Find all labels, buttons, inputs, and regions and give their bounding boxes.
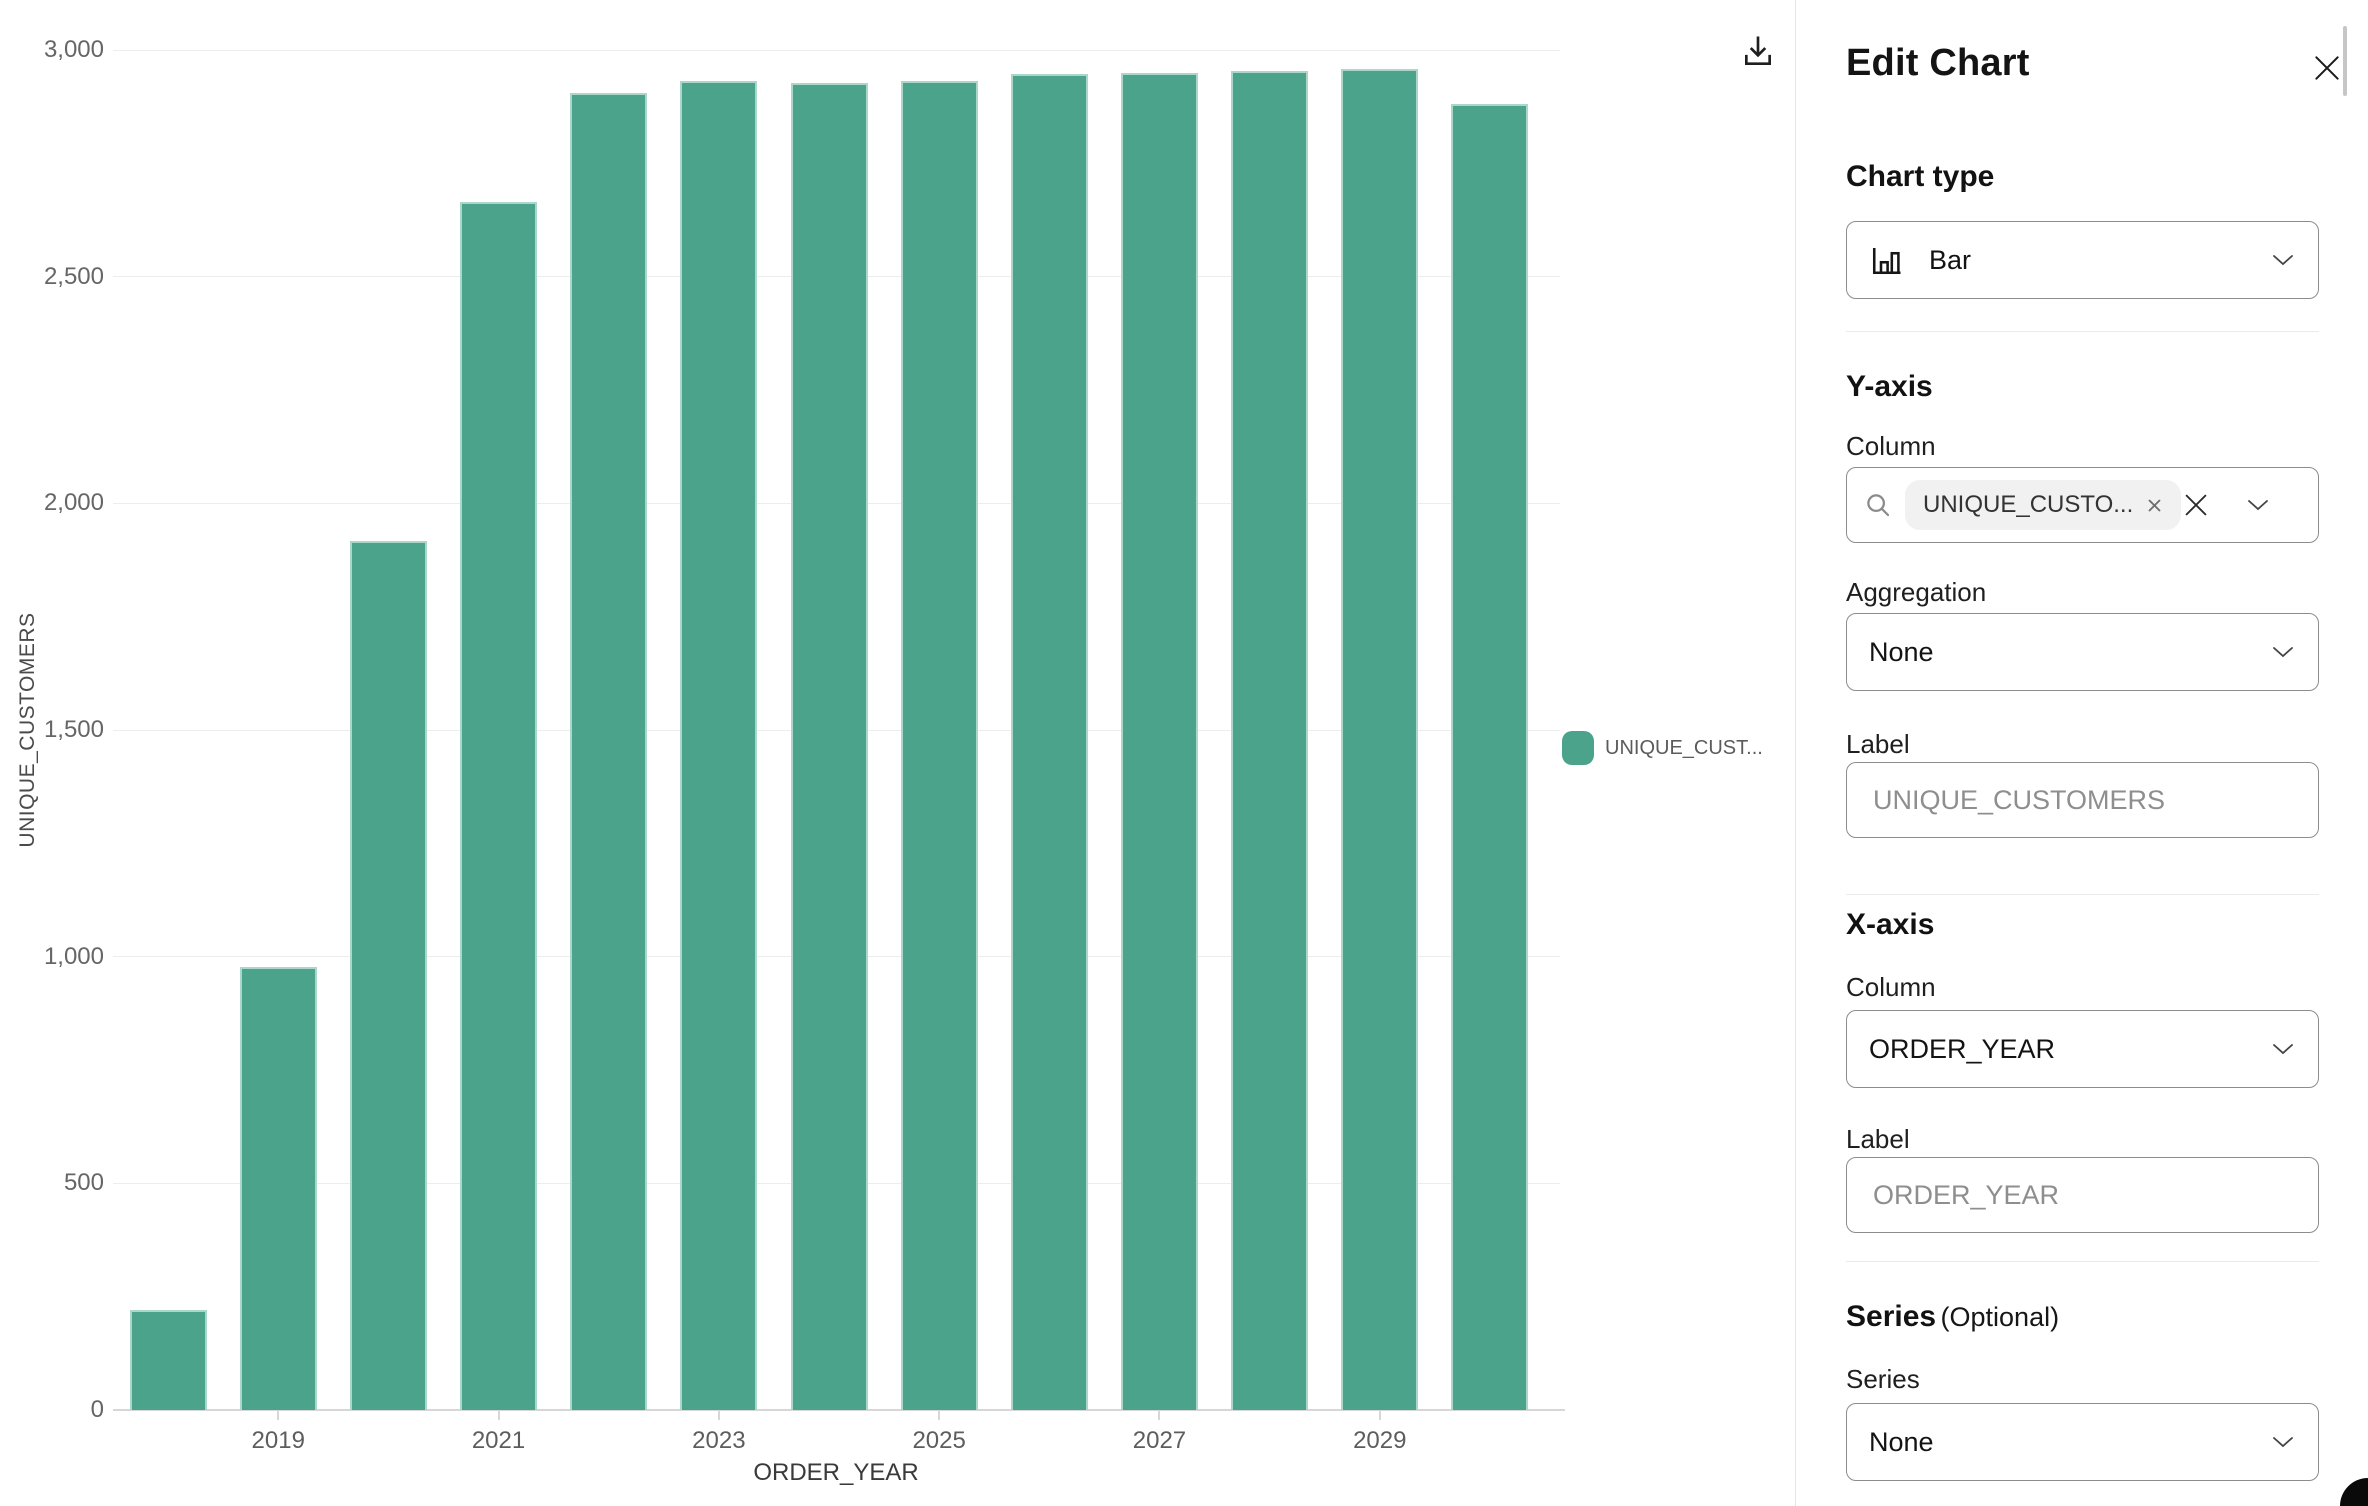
x-tick-mark-2023 (717, 1411, 720, 1420)
y-column-chip[interactable]: UNIQUE_CUSTO... (1905, 480, 2182, 530)
series-label: Series (1846, 1364, 1920, 1394)
bar-2026[interactable] (1010, 74, 1088, 1410)
bar-2030[interactable] (1451, 103, 1529, 1410)
bar-chart-plot (113, 49, 1565, 1411)
download-icon (1738, 32, 1778, 72)
section-divider (1846, 894, 2319, 895)
y-tick-label-3000: 3,000 (43, 36, 104, 63)
chevron-down-icon[interactable] (2247, 499, 2269, 511)
y-axis-heading: Y-axis (1846, 370, 1933, 403)
y-tick-label-500: 500 (63, 1169, 104, 1197)
series-select[interactable]: None (1846, 1403, 2319, 1481)
y-label-label: Label (1846, 729, 1910, 759)
bar-2018[interactable] (129, 1309, 207, 1410)
bar-2029[interactable] (1341, 69, 1419, 1410)
x-tick-mark-2027 (1158, 1411, 1161, 1420)
chevron-down-icon (2272, 646, 2294, 658)
x-tick-mark-2029 (1378, 1411, 1381, 1420)
edit-chart-panel: Edit Chart Chart type Bar (1795, 0, 2368, 1506)
x-axis-heading: X-axis (1846, 908, 1935, 941)
aggregation-label: Aggregation (1846, 577, 1987, 607)
x-tick-label-2029: 2029 (1353, 1427, 1407, 1454)
chart-type-select[interactable]: Bar (1846, 221, 2319, 299)
bar-2023[interactable] (680, 80, 758, 1410)
x-tick-label-2021: 2021 (471, 1427, 526, 1454)
y-tick-label-2000: 2,000 (43, 489, 104, 517)
chevron-down-icon (2272, 254, 2294, 266)
close-icon (2311, 52, 2343, 84)
section-divider (1846, 1261, 2319, 1262)
x-column-label: Column (1846, 972, 1936, 1002)
y-label-input[interactable] (1846, 762, 2319, 838)
bar-2020[interactable] (349, 540, 427, 1410)
y-tick-label-0: 0 (90, 1396, 104, 1423)
section-divider (1846, 331, 2319, 332)
chevron-down-icon (2272, 1043, 2294, 1055)
clear-icon[interactable] (2181, 490, 2211, 520)
bar-2027[interactable] (1120, 73, 1198, 1410)
legend-label: UNIQUE_CUST... (1605, 736, 1763, 759)
x-tick-label-2019: 2019 (251, 1427, 305, 1454)
chart-type-value: Bar (1929, 244, 1972, 275)
legend-swatch (1562, 731, 1594, 765)
y-column-combobox[interactable]: UNIQUE_CUSTO... (1846, 467, 2319, 543)
series-optional-label: (Optional) (1940, 1302, 2060, 1332)
panel-title: Edit Chart (1846, 42, 2030, 84)
series-heading: Series (Optional) (1846, 1300, 2060, 1333)
series-value: None (1869, 1426, 1934, 1457)
aggregation-value: None (1869, 636, 1934, 667)
y-tick-label-1500: 1,500 (43, 716, 104, 743)
bar-chart-type-icon (1869, 242, 1905, 278)
chevron-down-icon (2272, 1436, 2294, 1448)
x-axis-title: ORDER_YEAR (753, 1459, 919, 1486)
x-axis-baseline (113, 1409, 1565, 1411)
x-tick-label-2023: 2023 (692, 1427, 746, 1454)
legend-item[interactable]: UNIQUE_CUST... (1562, 731, 1763, 765)
y-tick-label-1000: 1,000 (43, 942, 104, 970)
x-tick-label-2027: 2027 (1132, 1427, 1187, 1454)
x-tick-mark-2021 (497, 1411, 500, 1420)
bar-2022[interactable] (570, 93, 648, 1410)
bar-2021[interactable] (460, 201, 538, 1410)
chip-remove-icon[interactable] (2146, 497, 2163, 514)
aggregation-select[interactable]: None (1846, 613, 2319, 691)
y-tick-label-2500: 2,500 (43, 262, 104, 290)
download-button[interactable] (1734, 28, 1782, 76)
bar-2024[interactable] (790, 83, 868, 1410)
x-label-input[interactable] (1846, 1157, 2319, 1233)
search-icon (1863, 490, 1893, 520)
gridline-3000 (113, 49, 1560, 51)
x-column-select[interactable]: ORDER_YEAR (1846, 1010, 2319, 1088)
panel-scrollbar-thumb[interactable] (2343, 26, 2347, 96)
x-tick-mark-2025 (938, 1411, 941, 1420)
bar-2028[interactable] (1231, 70, 1309, 1410)
x-tick-label-2025: 2025 (912, 1427, 966, 1454)
x-tick-mark-2019 (277, 1411, 280, 1420)
bar-2019[interactable] (239, 966, 317, 1410)
y-column-label: Column (1846, 431, 1936, 461)
x-label-label: Label (1846, 1124, 1910, 1154)
bar-2025[interactable] (900, 80, 978, 1410)
close-button[interactable] (2305, 46, 2349, 90)
chart-area: UNIQUE_CUSTOMERS ORDER_YEAR UNIQUE_CUST.… (16, 28, 1782, 1486)
chart-type-heading: Chart type (1846, 160, 1995, 193)
y-column-chip-text: UNIQUE_CUSTO... (1923, 491, 2134, 518)
x-column-value: ORDER_YEAR (1869, 1033, 2056, 1064)
